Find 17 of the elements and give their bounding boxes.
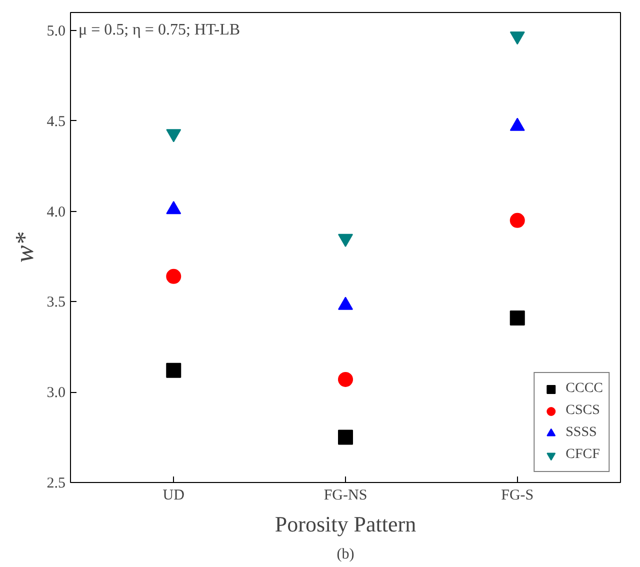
annotation: μ = 0.5; η = 0.75; HT-LB <box>78 22 240 38</box>
y-tick-label: 4.5 <box>46 114 66 130</box>
legend-label: CCCC <box>566 381 603 397</box>
y-tick-label: 2.5 <box>46 476 66 492</box>
text: (b) <box>336 546 354 562</box>
legend-label: SSSS <box>566 425 597 441</box>
legend-label: CSCS <box>566 403 600 419</box>
x-tick-label: FG-S <box>501 488 534 504</box>
y-axis-title: w* <box>10 232 39 263</box>
x-tick-label: FG-NS <box>324 488 368 504</box>
y-tick-label: 3.5 <box>46 294 66 311</box>
x-axis-title: Porosity Pattern <box>274 512 416 536</box>
legend-label: CFCF <box>566 447 600 463</box>
y-tick-label: 4.0 <box>46 204 66 220</box>
y-tick-label: 3.0 <box>46 385 66 402</box>
x-tick-label: UD <box>162 488 185 504</box>
y-tick-label: 5.0 <box>46 24 66 40</box>
